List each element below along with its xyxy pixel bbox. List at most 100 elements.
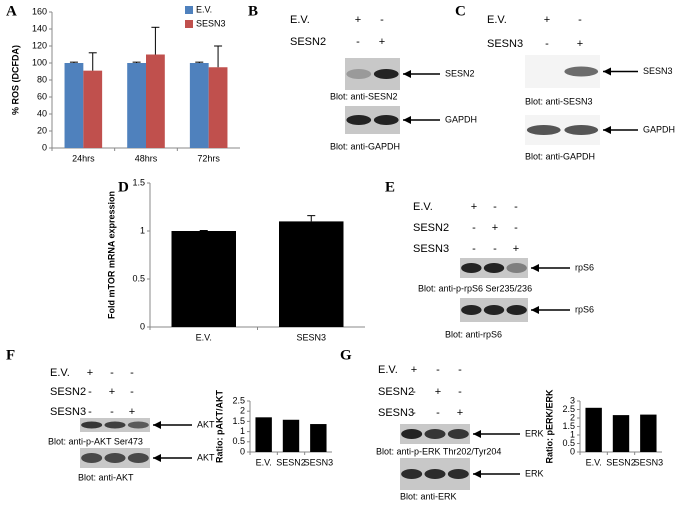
band (483, 263, 505, 273)
sign: - (578, 14, 582, 26)
x-tick-label: E.V. (586, 457, 602, 467)
blot-target: ERK (525, 468, 544, 478)
band (373, 69, 399, 79)
error-bar (214, 45, 223, 68)
row-label: SESN3 (413, 243, 449, 255)
blot-caption: Blot: anti-GAPDH (525, 151, 595, 161)
panel-letter: G (340, 347, 352, 363)
blot-target: rpS6 (575, 262, 594, 272)
blot-caption: Blot: anti-ERK (400, 491, 457, 501)
y-axis-label: Ratio: pERK/ERK (544, 389, 554, 464)
sign: - (436, 364, 440, 376)
sign: - (545, 38, 549, 50)
arrow-head (403, 116, 411, 124)
blot-target: AKT (197, 452, 215, 462)
bar (127, 63, 146, 148)
panel-letter: C (455, 3, 466, 19)
sign: - (458, 364, 462, 376)
bar (282, 419, 300, 452)
blot-caption: Blot: anti-SESN2 (330, 91, 398, 101)
bar (612, 415, 630, 452)
error-bar (88, 52, 97, 71)
blot-caption: Blot: anti-p-AKT Ser473 (48, 436, 143, 446)
band (506, 305, 527, 315)
row-label: SESN3 (487, 38, 523, 50)
bar (640, 414, 657, 452)
x-tick-label: 72hrs (197, 153, 220, 163)
arrow-head (603, 126, 611, 134)
blot-target: ERK (525, 428, 544, 438)
band (104, 421, 126, 429)
arrow-head (473, 470, 481, 478)
error-bar (132, 61, 141, 63)
y-tick-label: 1 (240, 426, 245, 436)
y-tick-label: 100 (32, 57, 47, 67)
y-tick-label: 3 (570, 395, 575, 405)
legend-swatch (185, 20, 193, 28)
sign: + (379, 36, 385, 48)
panel-letter: F (6, 347, 15, 363)
bar (83, 70, 103, 148)
legend-swatch (185, 6, 193, 14)
blot-caption: Blot: anti-AKT (78, 472, 134, 482)
blot-caption: Blot: anti-rpS6 (445, 329, 502, 339)
sign: - (472, 222, 476, 234)
row-label: E.V. (378, 364, 398, 376)
sign: - (458, 386, 462, 398)
band (506, 263, 527, 273)
x-tick-label: 24hrs (72, 153, 95, 163)
error-bar (69, 61, 78, 63)
sign: + (513, 243, 519, 255)
bar (171, 231, 236, 327)
sign: + (471, 201, 477, 213)
y-tick-label: 0.5 (132, 273, 145, 283)
row-label: SESN3 (378, 407, 414, 419)
y-tick-label: 1 (140, 225, 145, 235)
panel-letter: E (385, 179, 395, 195)
arrow-head (473, 430, 481, 438)
row-label: SESN2 (413, 222, 449, 234)
sign: - (514, 201, 518, 213)
band (401, 469, 423, 479)
sign: + (435, 386, 441, 398)
bar (279, 221, 344, 327)
y-tick-label: 140 (32, 23, 47, 33)
sign: - (514, 222, 518, 234)
band (461, 263, 482, 273)
band (346, 115, 372, 125)
x-tick-label: E.V. (256, 457, 272, 467)
y-tick-label: 0.5 (562, 438, 575, 448)
band (461, 305, 482, 315)
blot-target: SESN2 (445, 68, 475, 78)
x-tick-label: SESN3 (304, 457, 334, 467)
arrow-head (153, 421, 161, 429)
x-tick-label: E.V. (196, 332, 212, 342)
row-label: E.V. (50, 367, 70, 379)
sign: - (110, 367, 114, 379)
sign: - (412, 407, 416, 419)
sign: - (380, 14, 384, 26)
y-tick-label: 0 (240, 446, 245, 456)
sign: - (130, 367, 134, 379)
bar (64, 63, 84, 148)
sign: + (492, 222, 498, 234)
y-tick-label: 1.5 (562, 421, 575, 431)
sign: - (493, 243, 497, 255)
x-tick-label: SESN3 (296, 332, 326, 342)
y-axis-label: Fold mTOR mRNA expression (106, 191, 116, 319)
sign: - (436, 407, 440, 419)
row-label: SESN2 (290, 36, 326, 48)
sign: + (577, 38, 583, 50)
band (447, 469, 469, 479)
sign: - (88, 406, 92, 418)
error-bar (151, 26, 160, 55)
sign: + (129, 406, 135, 418)
sign: - (356, 36, 360, 48)
bar (208, 67, 228, 148)
sign: + (109, 386, 115, 398)
x-tick-label: 48hrs (135, 153, 158, 163)
y-tick-label: 0 (140, 321, 145, 331)
y-tick-label: 160 (32, 6, 47, 16)
panel-letter: A (6, 3, 17, 19)
sign: - (472, 243, 476, 255)
